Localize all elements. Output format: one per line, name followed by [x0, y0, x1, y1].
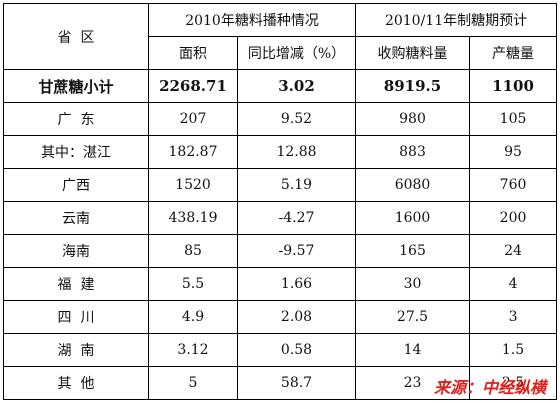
value-cell: -9.57 [236, 234, 357, 268]
value-cell: 14 [355, 333, 471, 367]
value-cell: 3.02 [236, 69, 357, 103]
value-cell: 105 [469, 102, 558, 136]
value-cell: 1600 [355, 201, 471, 235]
region-cell: 甘蔗糖小计 [3, 69, 149, 103]
table-row: 广 东 207 9.52 980 105 [3, 102, 558, 136]
table-header: 省 区 2010年糖料播种情况 2010/11年制糖期预计 面积 同比增减（%）收… [3, 3, 558, 70]
value-cell: 1.5 [469, 333, 558, 367]
table-row: 湖 南 3.12 0.58 14 1.5 [3, 333, 558, 367]
value-cell: 24 [469, 234, 558, 268]
region-cell: 海南 [3, 234, 149, 268]
region-cell: 其 他 [3, 366, 149, 400]
header-group: 2010年糖料播种情况 [147, 3, 357, 37]
region-cell: 湖 南 [3, 333, 149, 367]
value-cell: 23 [355, 366, 471, 400]
value-cell: 30 [355, 267, 471, 301]
column-header: 产糖量 [469, 36, 558, 70]
value-cell: 438.19 [148, 201, 238, 235]
table-row: 广西 1520 5.19 6080 760 [3, 168, 558, 202]
value-cell: 3 [469, 300, 558, 334]
value-cell: 5 [148, 366, 238, 400]
table-body: 甘蔗糖小计 2268.71 3.02 8919.5 1100 广 东 207 9.52 980 1… [3, 69, 558, 400]
value-cell: 165 [355, 234, 471, 268]
table-row: 四 川 4.9 2.08 27.5 3 [3, 300, 558, 334]
value-cell: 8919.5 [355, 69, 471, 103]
value-cell: 85 [148, 234, 238, 268]
value-cell: 6080 [355, 168, 471, 202]
column-header: 收购糖料量 [355, 36, 471, 70]
value-cell: 5.5 [148, 267, 238, 301]
value-cell: 2268.71 [148, 69, 238, 103]
value-cell: 2.5 [469, 366, 558, 400]
value-cell: 9.52 [236, 102, 357, 136]
table-row: 福 建 5.5 1.66 30 4 [3, 267, 558, 301]
region-cell: 云南 [3, 201, 149, 235]
value-cell: 4 [469, 267, 558, 301]
sugar-table: 省 区 2010年糖料播种情况 2010/11年制糖期预计 面积 同比增减（%）收… [3, 3, 558, 400]
header-region: 省 区 [3, 3, 149, 70]
value-cell: 182.87 [148, 135, 238, 169]
value-cell: 3.12 [148, 333, 238, 367]
region-cell: 四 川 [3, 300, 149, 334]
column-header: 面积 [148, 36, 238, 70]
value-cell: 2.08 [236, 300, 357, 334]
column-header: 同比增减（%） [236, 36, 357, 70]
value-cell: 760 [469, 168, 558, 202]
value-cell: -4.27 [236, 201, 357, 235]
region-cell: 广西 [3, 168, 149, 202]
value-cell: 27.5 [355, 300, 471, 334]
value-cell: 95 [469, 135, 558, 169]
region-cell: 广 东 [3, 102, 149, 136]
header-row: 省 区 2010年糖料播种情况 2010/11年制糖期预计 [3, 3, 558, 70]
table-row: 云南 438.19 -4.27 1600 200 [3, 201, 558, 235]
value-cell: 4.9 [148, 300, 238, 334]
header-row: 面积 同比增减（%） 收购糖料量 产糖量 [4, 36, 558, 70]
value-cell: 0.58 [236, 333, 357, 367]
table-row: 其 他 5 58.7 23 2.5 [3, 366, 558, 400]
header-group: 2010/11年制糖期预计 [355, 3, 558, 37]
value-cell: 1100 [469, 69, 558, 103]
value-cell: 980 [355, 102, 471, 136]
region-cell: 其中：湛江 [3, 135, 149, 169]
value-cell: 200 [469, 201, 558, 235]
value-cell: 5.19 [236, 168, 357, 202]
table-row: 甘蔗糖小计 2268.71 3.02 8919.5 1100 [3, 69, 558, 103]
value-cell: 207 [148, 102, 238, 136]
value-cell: 883 [355, 135, 471, 169]
table-row: 海南 85 -9.57 165 24 [3, 234, 558, 268]
value-cell: 1.66 [236, 267, 357, 301]
watermark: 来源：中经纵横 [433, 378, 546, 397]
table-row: 其中：湛江 182.87 12.88 883 95 [3, 135, 558, 169]
value-cell: 12.88 [236, 135, 357, 169]
value-cell: 58.7 [236, 366, 357, 400]
region-cell: 福 建 [3, 267, 149, 301]
value-cell: 1520 [148, 168, 238, 202]
